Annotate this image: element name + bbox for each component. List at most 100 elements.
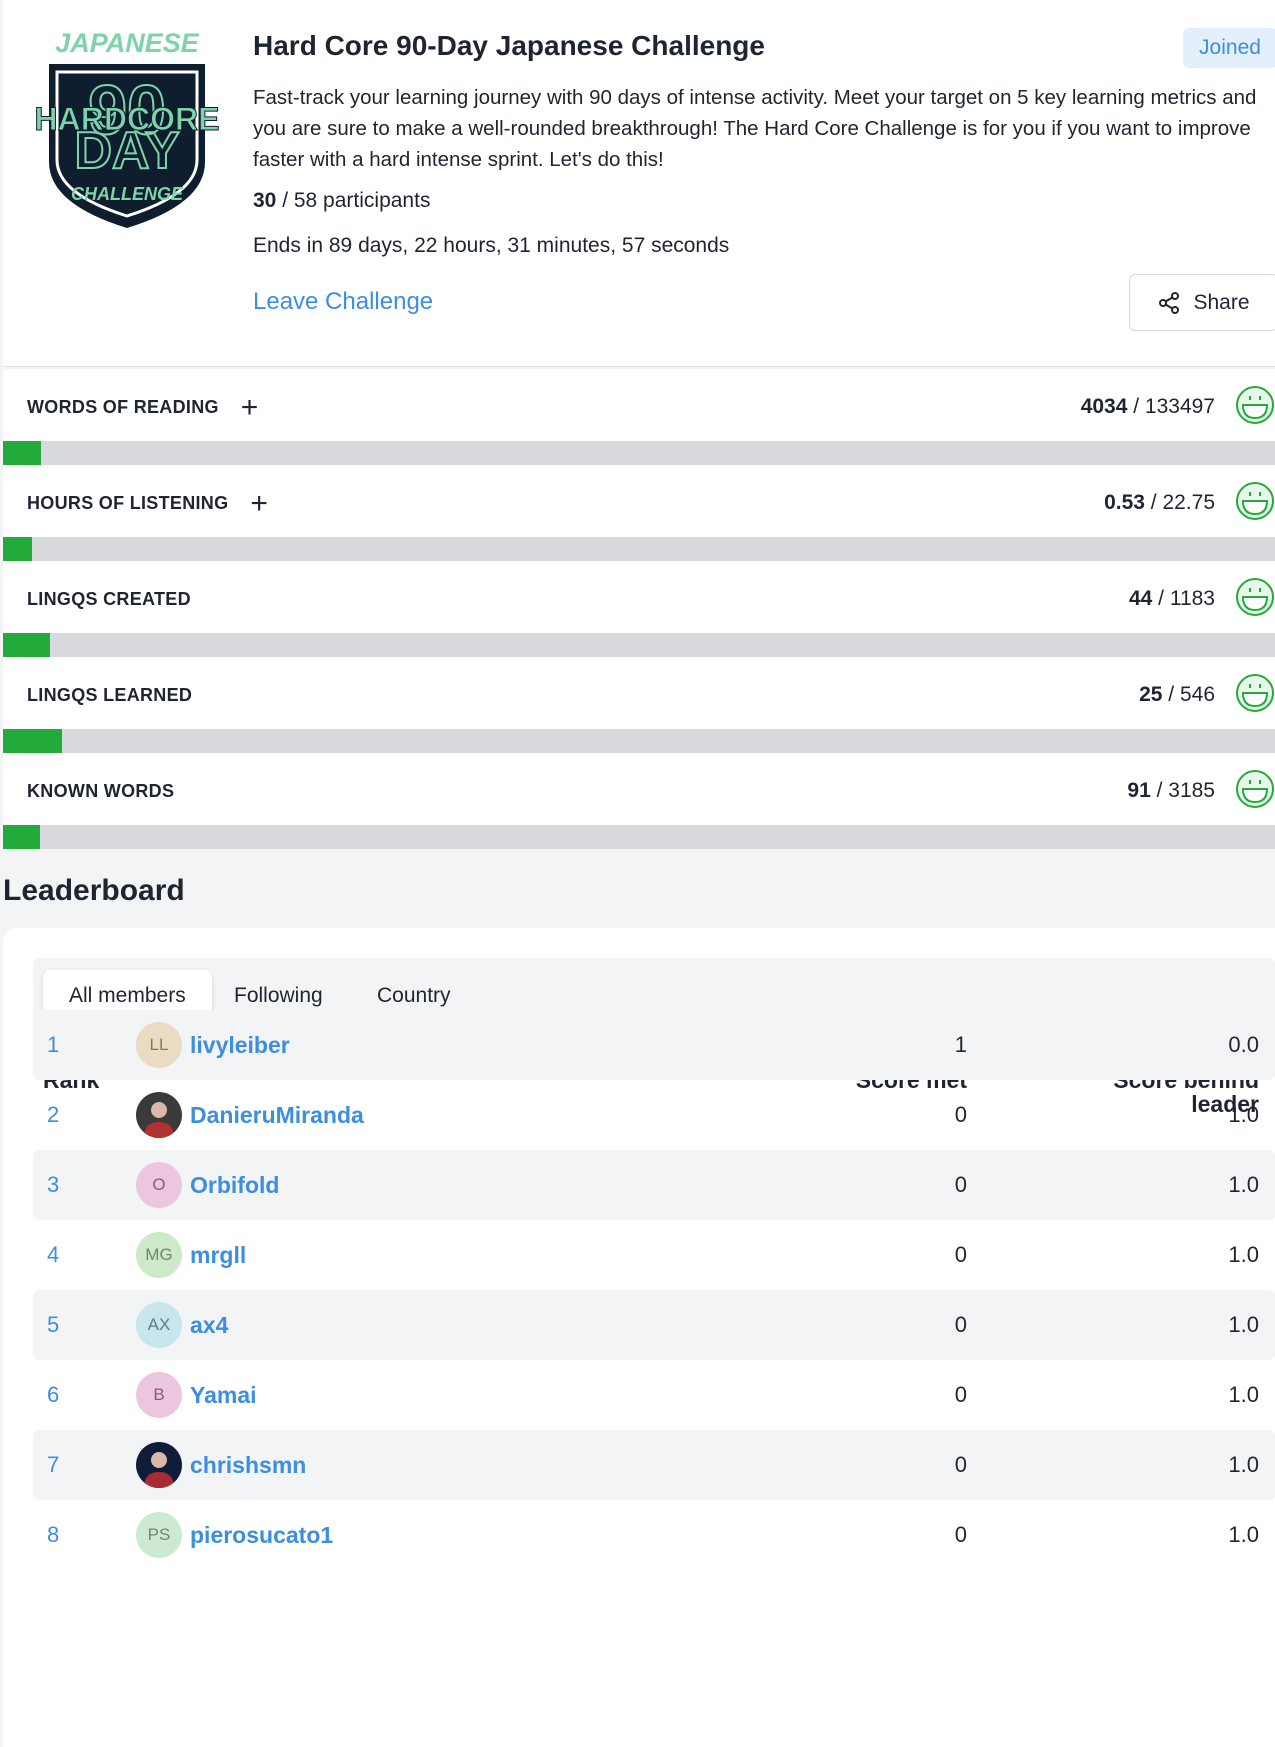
metric-label: KNOWN WORDS	[27, 781, 174, 802]
share-label: Share	[1193, 290, 1250, 314]
metric-row: LINGQS LEARNED 25 / 546	[3, 657, 1275, 753]
smiley-icon	[1236, 386, 1274, 424]
table-row: 7 chrishsmn 0 1.0	[33, 1430, 1275, 1500]
metric-progress-track	[3, 441, 1275, 465]
table-row: 3 O Orbifold 0 1.0	[33, 1150, 1275, 1220]
table-row: 6 B Yamai 0 1.0	[33, 1360, 1275, 1430]
score-met: 0	[954, 1172, 967, 1197]
avatar[interactable]	[136, 1092, 182, 1138]
metric-progress-track	[3, 633, 1275, 657]
metric-progress-fill	[3, 441, 42, 465]
score-behind-leader: 0.0	[1228, 1032, 1259, 1057]
challenge-logo: JAPANESE 90 DAY HARDCORE CHALLENGE	[34, 32, 220, 228]
username-link[interactable]: mrgll	[190, 1242, 247, 1268]
user-photo-icon	[144, 1452, 174, 1488]
smiley-icon	[1236, 770, 1274, 808]
smiley-icon	[1236, 578, 1274, 616]
metric-label-text: HOURS OF LISTENING	[27, 493, 229, 513]
row-rank[interactable]: 1	[47, 1032, 60, 1057]
metric-target: / 133497	[1127, 395, 1215, 418]
metric-row: WORDS OF READING +4034 / 133497	[3, 369, 1275, 465]
username-link[interactable]: chrishsmn	[190, 1452, 307, 1478]
score-met: 0	[954, 1312, 967, 1337]
row-rank[interactable]: 6	[47, 1382, 60, 1407]
username-link[interactable]: Yamai	[190, 1382, 257, 1408]
smiley-icon	[1236, 482, 1274, 520]
username-link[interactable]: DanieruMiranda	[190, 1102, 364, 1128]
metric-row: LINGQS CREATED 44 / 1183	[3, 561, 1275, 657]
table-row: 4 MG mrgll 0 1.0	[33, 1220, 1275, 1290]
avatar[interactable]: MG	[136, 1232, 182, 1278]
score-behind-leader: 1.0	[1228, 1172, 1259, 1197]
row-rank[interactable]: 4	[47, 1242, 60, 1267]
score-behind-leader: 1.0	[1228, 1382, 1259, 1407]
metric-progress-track	[3, 537, 1275, 561]
score-behind-leader: 1.0	[1228, 1312, 1259, 1337]
metric-target: / 1183	[1152, 587, 1215, 610]
share-button[interactable]: Share	[1129, 274, 1275, 331]
add-activity-button[interactable]: +	[240, 390, 259, 424]
metric-value: 91 / 3185	[1127, 779, 1215, 803]
avatar-initials: PS	[147, 1525, 171, 1544]
score-behind-leader: 1.0	[1228, 1102, 1259, 1127]
username-link[interactable]: ax4	[190, 1312, 229, 1338]
tab-following[interactable]: Following	[234, 984, 323, 1007]
metric-label-text: KNOWN WORDS	[27, 781, 175, 801]
row-rank[interactable]: 5	[47, 1312, 60, 1337]
avatar-initials: MG	[145, 1245, 173, 1264]
metric-progress-fill	[3, 729, 62, 753]
avatar[interactable]: PS	[136, 1512, 182, 1558]
participants-current: 30	[253, 189, 277, 212]
metric-progress-fill	[3, 825, 40, 849]
participants-count: 30 / 58 participants	[253, 189, 430, 213]
username-link[interactable]: Orbifold	[190, 1172, 280, 1198]
avatar-initials: O	[152, 1175, 166, 1194]
metric-value: 25 / 546	[1139, 683, 1215, 707]
username-link[interactable]: pierosucato1	[190, 1522, 334, 1548]
smiley-icon	[1236, 674, 1274, 712]
table-row: 1 LL livyleiber 1 0.0	[33, 1010, 1275, 1080]
metric-target: / 3185	[1150, 779, 1215, 802]
metric-current: 4034	[1080, 395, 1128, 418]
avatar[interactable]: LL	[136, 1022, 182, 1068]
row-rank[interactable]: 2	[47, 1102, 60, 1127]
avatar[interactable]: O	[136, 1162, 182, 1208]
metric-label-text: LINGQS CREATED	[27, 589, 191, 609]
metric-label-text: LINGQS LEARNED	[27, 685, 193, 705]
score-met: 0	[954, 1522, 967, 1547]
avatar[interactable]: B	[136, 1372, 182, 1418]
row-rank[interactable]: 3	[47, 1172, 60, 1197]
metric-current: 91	[1127, 779, 1151, 802]
metric-label: LINGQS CREATED	[27, 589, 191, 610]
user-photo-icon	[144, 1102, 174, 1138]
row-rank[interactable]: 8	[47, 1522, 60, 1547]
metric-progress-fill	[3, 537, 33, 561]
header-score-behind-line2: leader	[1191, 1091, 1259, 1117]
metric-value: 4034 / 133497	[1081, 395, 1215, 419]
metric-current: 0.53	[1104, 491, 1145, 514]
score-met: 0	[954, 1102, 967, 1127]
score-met: 1	[954, 1032, 967, 1057]
metric-label: LINGQS LEARNED	[27, 685, 192, 706]
avatar[interactable]	[136, 1442, 182, 1488]
leaderboard-card: All members Following Country Rank Score…	[3, 928, 1275, 1747]
countdown-text: Ends in 89 days, 22 hours, 31 minutes, 5…	[253, 234, 730, 257]
add-activity-button[interactable]: +	[250, 486, 269, 520]
metric-label-text: WORDS OF READING	[27, 397, 219, 417]
username-link[interactable]: livyleiber	[190, 1032, 290, 1058]
logo-day-text: DAY	[74, 122, 179, 180]
metric-current: 44	[1128, 587, 1153, 610]
leave-challenge-link[interactable]: Leave Challenge	[253, 288, 434, 315]
metric-value: 44 / 1183	[1129, 587, 1215, 611]
tab-country[interactable]: Country	[377, 984, 451, 1007]
challenge-card: JAPANESE 90 DAY HARDCORE CHALLENGE Hard …	[3, 0, 1275, 367]
score-met: 0	[954, 1452, 967, 1477]
logo-middle-text: HARDCORE	[35, 101, 220, 137]
avatar-initials: AX	[147, 1315, 171, 1334]
score-behind-leader: 1.0	[1228, 1522, 1259, 1547]
metric-label: HOURS OF LISTENING +	[27, 486, 269, 520]
avatar[interactable]: AX	[136, 1302, 182, 1348]
metric-row: HOURS OF LISTENING +0.53 / 22.75	[3, 465, 1275, 561]
share-icon	[1159, 291, 1180, 314]
row-rank[interactable]: 7	[47, 1452, 60, 1477]
